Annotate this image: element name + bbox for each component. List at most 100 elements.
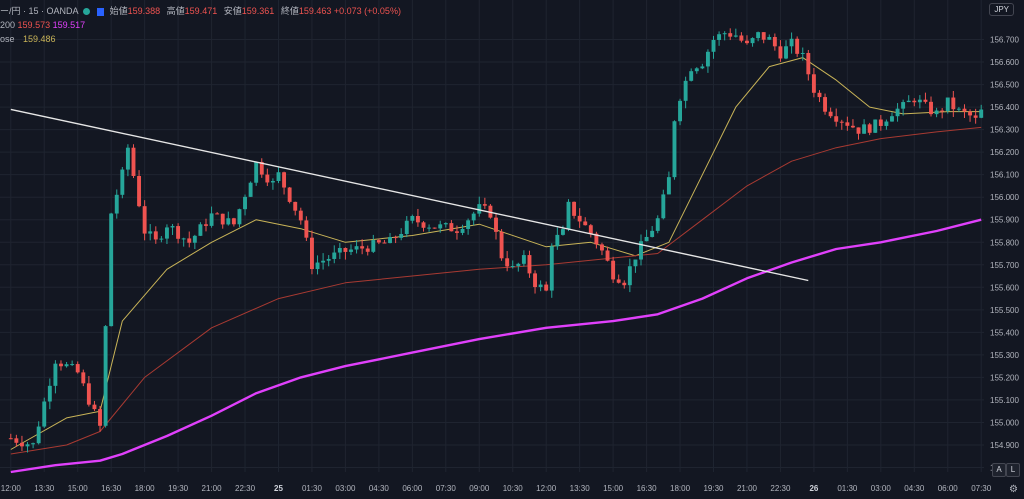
price-tick-label: 155.800 <box>990 238 1019 247</box>
price-tick-label: 155.400 <box>990 328 1019 337</box>
symbol-label[interactable]: ー/円 · 15 · OANDA <box>0 6 79 16</box>
auto-scale-button[interactable]: A <box>992 463 1006 477</box>
time-tick-label: 01:30 <box>302 484 323 493</box>
settings-gear-icon[interactable]: ⚙ <box>1009 484 1018 495</box>
time-tick-label: 03:00 <box>871 484 892 493</box>
series-trendline <box>10 108 809 282</box>
candle-body <box>103 326 108 426</box>
series-ma_mid <box>10 126 982 455</box>
candle-body <box>443 223 448 225</box>
candle-body <box>438 224 443 229</box>
currency-badge[interactable]: JPY <box>989 3 1014 16</box>
candle-body <box>767 37 772 40</box>
time-tick-label: 22:30 <box>770 484 791 493</box>
candle-body <box>64 364 69 367</box>
change-value: +0.073 (+0.05%) <box>333 6 401 16</box>
price-axis-bg <box>984 0 1024 499</box>
time-tick-label: 18:00 <box>135 484 156 493</box>
candle-body <box>109 213 114 327</box>
candle-body <box>806 52 811 75</box>
time-tick-label: 18:00 <box>670 484 691 493</box>
high-value: 159.471 <box>184 6 218 16</box>
candle-body <box>572 201 577 216</box>
time-tick-label: 13:30 <box>34 484 55 493</box>
time-axis[interactable]: 12:00 13:30 15:00 16:30 18:00 19:30 21:00 22:30… <box>1 484 992 493</box>
candle-body <box>164 227 169 239</box>
candle-body <box>220 213 225 225</box>
candle-body <box>728 33 733 37</box>
candle-body <box>968 111 973 116</box>
candle-body <box>644 236 649 242</box>
candle-body <box>382 242 387 244</box>
candle-body <box>25 444 30 447</box>
candle-body <box>125 147 130 170</box>
candle-body <box>399 233 404 238</box>
time-tick-label: 04:30 <box>369 484 390 493</box>
candle-body <box>600 244 604 251</box>
price-axis[interactable]: 156.700 156.600 156.500 156.400 156.300 156.2… <box>984 0 1024 499</box>
candle-body <box>482 204 487 206</box>
candle-body <box>410 216 415 221</box>
grid <box>0 0 984 472</box>
candle-body <box>689 71 694 81</box>
candle-body <box>884 121 889 126</box>
log-scale-button[interactable]: L <box>1006 463 1020 477</box>
candle-body <box>700 66 705 69</box>
candle-body <box>181 238 186 240</box>
candle-body <box>98 409 102 426</box>
candle-body <box>187 238 192 243</box>
time-tick-label: 16:30 <box>101 484 122 493</box>
candle-body <box>521 255 526 264</box>
candle-body <box>337 247 342 253</box>
candle-body <box>661 194 666 219</box>
series-ma_fast <box>10 57 982 450</box>
candle-body <box>360 246 365 249</box>
candle-body <box>376 240 381 243</box>
candle-body <box>555 234 560 247</box>
candle-body <box>527 255 532 274</box>
time-tick-label: 21:00 <box>737 484 758 493</box>
low-value: 159.361 <box>241 6 275 16</box>
time-tick-label: 13:30 <box>570 484 591 493</box>
candle-body <box>176 226 181 239</box>
candle-body <box>499 231 504 259</box>
candle-body <box>817 92 822 98</box>
candle-body <box>533 273 537 288</box>
candle-body <box>53 363 58 386</box>
candle-body <box>31 443 36 445</box>
price-tick-label: 156.200 <box>990 148 1019 157</box>
price-tick-label: 155.300 <box>990 351 1019 360</box>
candle-body <box>148 231 153 234</box>
time-tick-label: 09:00 <box>469 484 490 493</box>
candle-body <box>834 116 839 122</box>
flag-icon[interactable] <box>97 7 105 16</box>
candle-body <box>940 110 945 112</box>
candle-body <box>92 404 97 410</box>
candle-body <box>672 121 677 178</box>
price-tick-label: 156.000 <box>990 193 1019 202</box>
candle-body <box>477 204 482 214</box>
candle-body <box>159 238 164 240</box>
candle-body <box>19 442 24 447</box>
candle-body <box>321 260 326 263</box>
legend-close-row[interactable]: ose 159.486 <box>0 32 401 46</box>
price-tick-label: 154.900 <box>990 441 1019 450</box>
candle-body <box>828 111 833 117</box>
low-label: 安値 <box>223 6 242 16</box>
legend-ma-row[interactable]: 200 159.573 159.517 <box>0 18 401 32</box>
price-tick-label: 156.300 <box>990 126 1019 135</box>
close-label: 終値 <box>280 6 299 16</box>
candle-body <box>304 220 309 238</box>
candle-body <box>605 250 610 261</box>
candle-body <box>315 262 320 270</box>
candle-body <box>14 438 19 443</box>
time-tick-label: 21:00 <box>202 484 223 493</box>
close-value: 159.463 <box>298 6 332 16</box>
close-indicator-value: 159.486 <box>23 34 56 44</box>
candle-body <box>934 110 939 115</box>
trendline[interactable] <box>10 108 809 282</box>
candle-body <box>59 363 63 367</box>
candle-body <box>198 224 203 236</box>
candle-body <box>170 226 175 228</box>
